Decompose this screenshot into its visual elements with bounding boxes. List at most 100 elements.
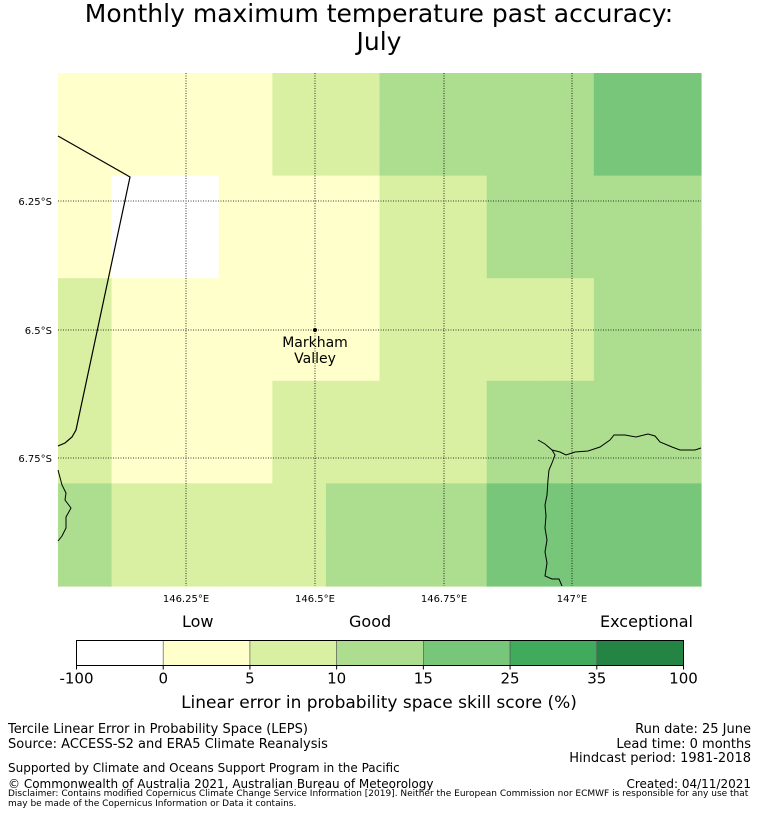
skill-cell: [540, 278, 595, 331]
skill-cell: [486, 534, 541, 587]
skill-cell: [433, 124, 488, 177]
lat-tick-label: 6.25°S: [18, 197, 52, 208]
title-line-1: Monthly maximum temperature past accurac…: [84, 0, 674, 28]
footer-run-date: Run date: 25 June: [635, 722, 751, 737]
skill-cell: [325, 175, 381, 228]
skill-cell: [433, 226, 488, 279]
colorbar-tick-label: 0: [158, 670, 168, 688]
skill-cell: [111, 124, 166, 177]
skill-cell: [540, 329, 595, 382]
colorbar-label-exceptional: Exceptional: [600, 612, 693, 631]
colorbar-bin: [336, 640, 424, 666]
colorbar-title: Linear error in probability space skill …: [181, 693, 577, 713]
colorbar-label-good: Good: [349, 612, 392, 631]
skill-cell: [218, 483, 273, 536]
skill-cell: [540, 175, 595, 228]
lon-tick-label: 147°E: [557, 594, 587, 605]
skill-cell: [218, 226, 273, 279]
colorbar-ticks: -100 0 5 10 15 25 35 100: [59, 665, 698, 688]
skill-map: Markham Valley 6.25°S 6.5°S 6.75°S 146.2…: [18, 73, 702, 605]
skill-cell: [165, 534, 220, 587]
skill-cell: [165, 175, 220, 228]
skill-cell: [433, 329, 488, 382]
skill-cell: [272, 73, 327, 125]
title-line-2: July: [356, 27, 402, 56]
skill-cell: [379, 278, 434, 331]
skill-cell: [647, 124, 702, 177]
skill-cell: [272, 124, 327, 177]
skill-cell: [540, 483, 595, 536]
footer-support: Supported by Climate and Oceans Support …: [8, 761, 400, 775]
skill-cell: [433, 175, 488, 228]
skill-cell: [218, 534, 273, 587]
skill-cell: [486, 329, 541, 382]
skill-cell: [272, 534, 327, 587]
skill-cell: [58, 124, 113, 177]
skill-grid-cells: [58, 73, 702, 587]
colorbar-tick-label: 10: [327, 670, 346, 688]
skill-cell: [218, 124, 273, 177]
colorbar-bin: [509, 640, 598, 666]
skill-cell: [647, 380, 702, 433]
colorbar-tick-label: -100: [59, 670, 93, 688]
skill-cell: [593, 329, 649, 382]
colorbar-tick-label: 35: [587, 670, 606, 688]
skill-cell: [58, 329, 113, 382]
skill-cell: [593, 124, 649, 177]
skill-cell: [593, 175, 649, 228]
lon-tick-label: 146.5°E: [295, 594, 335, 605]
skill-cell: [486, 226, 541, 279]
skill-cell: [218, 175, 273, 228]
skill-cell: [111, 483, 166, 536]
skill-cell: [540, 432, 595, 484]
skill-cell: [433, 73, 488, 125]
skill-cell: [325, 278, 381, 331]
coastline-northwest: [57, 135, 131, 447]
skill-cell: [433, 534, 488, 587]
skill-cell: [58, 175, 113, 228]
skill-cell: [165, 483, 220, 536]
skill-cell: [593, 226, 649, 279]
skill-cell: [647, 329, 702, 382]
skill-cell: [593, 73, 649, 125]
skill-cell: [165, 226, 220, 279]
colorbar-bin: [423, 640, 511, 666]
skill-cell: [540, 226, 595, 279]
graticule: [58, 73, 701, 586]
colorbar-tick-label: 5: [245, 670, 255, 688]
skill-cell: [111, 329, 166, 382]
colorbar-tick-label: 100: [669, 670, 698, 688]
skill-cell: [325, 124, 381, 177]
skill-cell: [379, 73, 434, 125]
skill-cell: [218, 278, 273, 331]
skill-cell: [593, 278, 649, 331]
skill-cell: [165, 380, 220, 433]
skill-cell: [379, 175, 434, 228]
lat-tick-label: 6.75°S: [18, 454, 52, 465]
lon-tick-label: 146.25°E: [163, 594, 209, 605]
markham-valley-marker: [313, 328, 317, 332]
skill-cell: [58, 483, 113, 536]
skill-cell: [272, 175, 327, 228]
skill-cell: [540, 73, 595, 125]
skill-cell: [379, 124, 434, 177]
footer-lead-time: Lead time: 0 months: [616, 737, 751, 752]
skill-cell: [325, 226, 381, 279]
skill-cell: [111, 278, 166, 331]
skill-cell: [325, 483, 381, 536]
skill-cell: [647, 483, 702, 536]
place-label-line-2: Valley: [294, 351, 336, 367]
skill-cell: [379, 534, 434, 587]
skill-cell: [540, 380, 595, 433]
skill-cell: [58, 278, 113, 331]
skill-cell: [540, 124, 595, 177]
skill-cell: [325, 329, 381, 382]
footer-copyright: © Commonwealth of Australia 2021, Austra…: [8, 777, 434, 791]
skill-cell: [486, 124, 541, 177]
skill-cell: [433, 278, 488, 331]
coastline-southwest: [57, 469, 72, 542]
skill-cell: [58, 534, 113, 587]
skill-cell: [58, 73, 113, 125]
skill-cell: [111, 73, 166, 125]
colorbar-tick-label: 15: [414, 670, 433, 688]
